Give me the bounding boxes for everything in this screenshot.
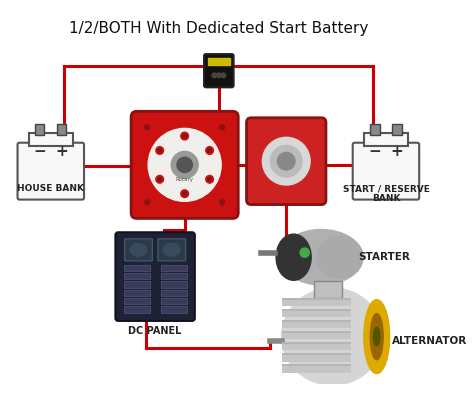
- Circle shape: [220, 125, 225, 130]
- Circle shape: [300, 248, 310, 257]
- FancyBboxPatch shape: [353, 143, 419, 200]
- Circle shape: [158, 178, 162, 181]
- Bar: [282, 353, 351, 361]
- Bar: [282, 309, 351, 317]
- Circle shape: [277, 152, 295, 170]
- FancyBboxPatch shape: [18, 143, 84, 200]
- Bar: [314, 281, 342, 298]
- Text: BANK: BANK: [372, 194, 400, 203]
- Circle shape: [145, 200, 150, 205]
- Text: +: +: [55, 144, 68, 160]
- Circle shape: [212, 73, 217, 78]
- Circle shape: [156, 146, 164, 154]
- Ellipse shape: [374, 328, 380, 346]
- Text: HOUSE BANK: HOUSE BANK: [17, 184, 84, 194]
- FancyBboxPatch shape: [204, 54, 234, 87]
- Circle shape: [271, 145, 302, 177]
- Bar: [161, 281, 186, 288]
- Bar: [208, 58, 230, 65]
- Bar: [282, 298, 351, 306]
- Circle shape: [177, 157, 192, 172]
- Bar: [282, 364, 351, 366]
- Circle shape: [183, 192, 187, 196]
- Bar: [161, 265, 186, 271]
- Bar: [57, 124, 66, 135]
- FancyBboxPatch shape: [246, 118, 326, 205]
- Text: Rotary: Rotary: [176, 177, 194, 182]
- Bar: [392, 124, 401, 135]
- Circle shape: [183, 134, 187, 138]
- Circle shape: [208, 148, 211, 152]
- Bar: [282, 298, 351, 300]
- Circle shape: [206, 146, 213, 154]
- Bar: [35, 124, 45, 135]
- Circle shape: [208, 178, 211, 181]
- Circle shape: [217, 73, 221, 78]
- Ellipse shape: [317, 237, 363, 278]
- Ellipse shape: [130, 243, 147, 256]
- Bar: [282, 331, 351, 333]
- Circle shape: [218, 198, 227, 207]
- Bar: [124, 306, 150, 312]
- Circle shape: [181, 132, 189, 140]
- Bar: [124, 290, 150, 296]
- Ellipse shape: [364, 300, 390, 373]
- Text: STARTER: STARTER: [358, 252, 410, 262]
- Bar: [282, 342, 351, 344]
- Text: ALTERNATOR: ALTERNATOR: [392, 336, 468, 346]
- Circle shape: [218, 123, 227, 132]
- Bar: [124, 298, 150, 304]
- Circle shape: [256, 130, 264, 137]
- Bar: [282, 342, 351, 350]
- Circle shape: [206, 176, 213, 183]
- Text: +: +: [391, 144, 403, 160]
- FancyBboxPatch shape: [131, 111, 238, 218]
- Bar: [124, 265, 150, 271]
- Bar: [370, 124, 380, 135]
- Text: −: −: [369, 144, 382, 160]
- Bar: [282, 320, 351, 328]
- Bar: [364, 134, 408, 146]
- Bar: [282, 309, 351, 311]
- Bar: [124, 273, 150, 279]
- Bar: [282, 353, 351, 355]
- Text: START / RESERVE: START / RESERVE: [343, 184, 429, 194]
- Circle shape: [220, 200, 225, 205]
- Circle shape: [143, 123, 152, 132]
- Circle shape: [145, 125, 150, 130]
- Circle shape: [171, 152, 198, 178]
- Bar: [161, 298, 186, 304]
- Ellipse shape: [164, 243, 180, 256]
- Circle shape: [309, 186, 316, 193]
- Ellipse shape: [282, 288, 383, 385]
- Circle shape: [156, 176, 164, 183]
- Text: −: −: [34, 144, 46, 160]
- Circle shape: [158, 148, 162, 152]
- Ellipse shape: [370, 314, 383, 360]
- Circle shape: [309, 130, 316, 137]
- Circle shape: [256, 186, 264, 193]
- Ellipse shape: [276, 234, 311, 280]
- Circle shape: [148, 128, 221, 201]
- Circle shape: [221, 73, 226, 78]
- FancyBboxPatch shape: [115, 232, 195, 321]
- Text: DC PANEL: DC PANEL: [128, 326, 182, 336]
- Bar: [161, 290, 186, 296]
- Bar: [29, 134, 73, 146]
- Bar: [161, 306, 186, 312]
- Bar: [282, 364, 351, 373]
- Bar: [282, 331, 351, 340]
- Bar: [124, 281, 150, 288]
- Circle shape: [181, 190, 189, 198]
- FancyBboxPatch shape: [158, 239, 186, 261]
- Circle shape: [263, 137, 310, 185]
- Text: 1/2/BOTH With Dedicated Start Battery: 1/2/BOTH With Dedicated Start Battery: [69, 21, 368, 36]
- FancyBboxPatch shape: [125, 239, 152, 261]
- Bar: [282, 320, 351, 322]
- Ellipse shape: [280, 229, 363, 285]
- Circle shape: [143, 198, 152, 207]
- Bar: [161, 273, 186, 279]
